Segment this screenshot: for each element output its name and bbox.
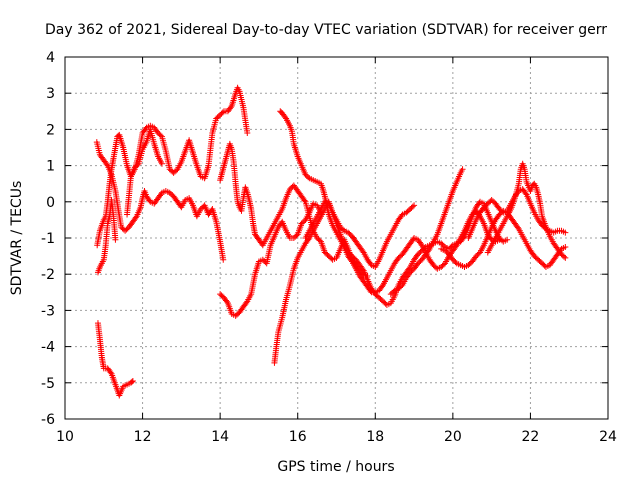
plus-point xyxy=(411,202,418,209)
y-tick-label: 4 xyxy=(46,50,55,66)
y-tick-label: 1 xyxy=(46,159,55,175)
plus-point xyxy=(409,203,416,210)
series-arc-1 xyxy=(93,139,227,263)
series-arc-14 xyxy=(484,160,569,261)
plus-point xyxy=(379,283,386,290)
plus-point xyxy=(562,244,569,251)
y-tick-label: 2 xyxy=(46,122,55,138)
plus-point xyxy=(220,256,227,263)
x-tick-label: 20 xyxy=(444,429,462,445)
x-tick-label: 16 xyxy=(289,429,307,445)
x-tick-label: 14 xyxy=(211,429,229,445)
series-arc-7 xyxy=(217,140,371,280)
plus-point xyxy=(522,190,529,197)
plus-point xyxy=(425,247,432,254)
plus-point xyxy=(244,130,251,137)
plus-point xyxy=(223,298,230,305)
plus-point xyxy=(227,104,234,111)
plus-point xyxy=(301,218,308,225)
plus-point xyxy=(440,261,447,268)
series-arc-11 xyxy=(387,166,466,298)
x-tick-label: 24 xyxy=(599,429,617,445)
plus-point xyxy=(316,237,323,244)
y-tick-label: -5 xyxy=(41,376,55,392)
plus-point xyxy=(452,259,459,266)
series-arc-10 xyxy=(302,198,418,270)
plus-point xyxy=(359,248,366,255)
plus-point xyxy=(452,243,459,250)
plus-point xyxy=(459,166,466,173)
plus-point xyxy=(390,288,397,295)
chart-title: Day 362 of 2021, Sidereal Day-to-day VTE… xyxy=(45,22,607,38)
plus-point xyxy=(504,236,511,243)
x-tick-label: 18 xyxy=(366,429,384,445)
plus-point xyxy=(305,236,312,243)
plus-point xyxy=(243,299,250,306)
y-tick-label: 3 xyxy=(46,86,55,102)
plus-point xyxy=(128,378,135,385)
plus-point xyxy=(103,161,110,168)
series-arc-4 xyxy=(94,320,136,399)
plus-point xyxy=(398,283,405,290)
plus-point xyxy=(562,229,569,236)
series-arc-3 xyxy=(94,196,119,276)
plus-point xyxy=(293,232,300,239)
plus-point xyxy=(173,167,180,174)
series-arc-9 xyxy=(277,108,503,296)
x-tick-label: 22 xyxy=(522,429,540,445)
y-tick-label: -2 xyxy=(41,267,55,283)
plus-point xyxy=(158,160,165,167)
y-tick-label: -6 xyxy=(41,412,55,428)
y-tick-label: -4 xyxy=(41,340,55,356)
y-tick-label: -3 xyxy=(41,303,55,319)
plus-point xyxy=(107,369,114,376)
x-tick-label: 12 xyxy=(134,429,152,445)
plus-point xyxy=(475,250,482,257)
plus-point xyxy=(348,257,355,264)
plot-frame xyxy=(64,56,609,420)
plus-point xyxy=(157,132,164,139)
plus-point xyxy=(339,226,346,233)
plus-point xyxy=(514,224,521,231)
plus-point xyxy=(132,214,139,221)
y-tick-label: 0 xyxy=(46,195,55,211)
plus-point xyxy=(129,377,136,384)
x-axis-label: GPS time / hours xyxy=(277,459,394,475)
plus-point xyxy=(359,266,366,273)
plus-point xyxy=(440,242,447,249)
data-points xyxy=(93,84,569,399)
plus-point xyxy=(134,161,141,168)
series-arc-2 xyxy=(94,84,251,249)
plus-point xyxy=(367,287,374,294)
plus-point xyxy=(305,174,312,181)
plus-point xyxy=(112,236,119,243)
plus-point xyxy=(219,109,226,116)
x-tick-label: 10 xyxy=(56,429,74,445)
y-axis-label: SDTVAR / TECUs xyxy=(9,181,25,296)
plus-point xyxy=(301,197,308,204)
plus-point xyxy=(562,254,569,261)
series-arc-5 xyxy=(124,126,165,218)
y-tick-label: -1 xyxy=(41,231,55,247)
grid-lines xyxy=(65,57,608,419)
plus-point xyxy=(282,114,289,121)
plus-point xyxy=(561,253,568,260)
plus-point xyxy=(417,240,424,247)
series-arc-12 xyxy=(438,207,569,270)
